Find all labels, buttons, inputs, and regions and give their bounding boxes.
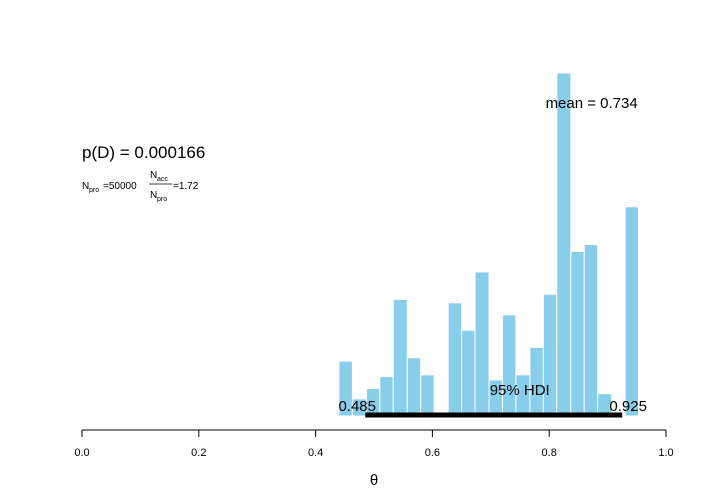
x-tick-label: 0.2 [191,447,206,459]
histogram-bar [447,302,463,417]
x-tick-label: 0.0 [74,447,89,459]
histogram-bar [338,360,353,417]
ratio-denominator-subscript: pro [157,196,167,203]
x-tick-label: 1.0 [658,447,673,459]
ratio-value: =1.72 [173,181,199,192]
histogram-bar [583,244,599,417]
histogram-bar [501,314,517,417]
sampling-annotation: N pro =50000 N acc N pro =1.72 [82,170,199,203]
pd-annotation: p(D) = 0.000166 [82,143,205,162]
histogram-bar [461,329,476,417]
histogram-bar [420,374,435,417]
histogram-bar [406,357,422,417]
npro-symbol: N [82,181,89,192]
hdi-low-label: 0.485 [338,398,376,415]
ratio-numerator-subscript: acc [157,176,168,183]
x-axis-label: θ [370,472,378,489]
histogram-bar [379,376,394,417]
histogram-bar [570,250,585,417]
histogram-bars [338,72,640,417]
histogram-bar [624,206,640,417]
x-tick-label: 0.6 [425,447,440,459]
x-tick-label: 0.4 [308,447,323,459]
ratio-numerator: N [150,170,157,181]
npro-value: =50000 [103,181,137,192]
x-axis: 0.0 0.2 0.4 0.6 0.8 1.0 [74,429,674,459]
histogram-bar [556,72,572,417]
x-tick-label: 0.8 [542,447,557,459]
mean-annotation: mean = 0.734 [546,95,638,112]
hdi-label: 95% HDI [490,382,550,399]
hdi-high-label: 0.925 [609,398,647,415]
ratio-denominator: N [150,190,157,201]
npro-subscript: pro [89,187,99,194]
histogram-bar [392,298,408,417]
histogram-bar [474,271,490,417]
